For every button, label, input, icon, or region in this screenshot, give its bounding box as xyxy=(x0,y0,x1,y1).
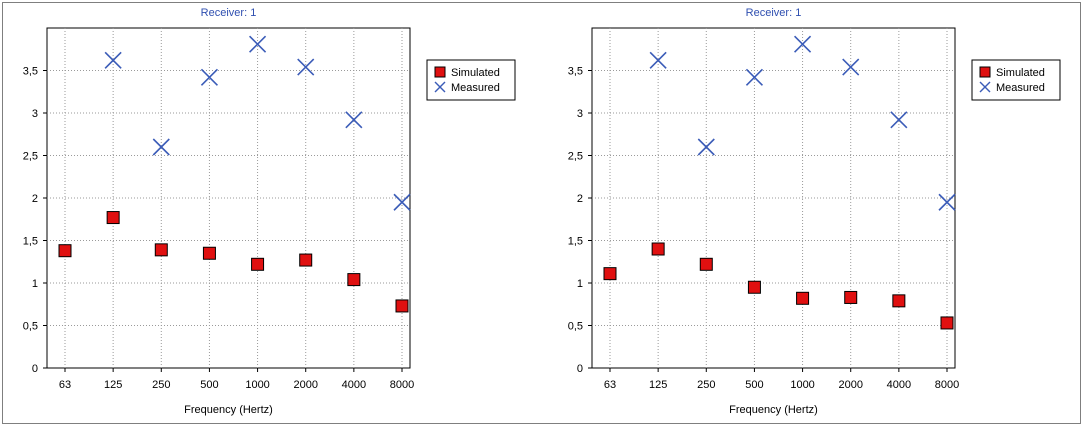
simulated-point xyxy=(154,243,168,257)
chart-title: Receiver: 1 xyxy=(746,7,802,19)
measured-point xyxy=(249,35,267,53)
simulated-point xyxy=(202,246,216,260)
x-tick-label: 4000 xyxy=(887,379,911,391)
simulated-point xyxy=(796,291,810,305)
x-tick-label: 1000 xyxy=(245,379,269,391)
x-tick-label: 250 xyxy=(697,379,715,391)
y-tick-label: 2 xyxy=(577,193,583,205)
y-tick-label: 0 xyxy=(32,363,38,375)
measured-point xyxy=(200,68,218,86)
measured-point xyxy=(794,35,812,53)
simulated-point xyxy=(106,211,120,225)
measured-point xyxy=(842,58,860,76)
x-tick-label: 8000 xyxy=(390,379,414,391)
simulated-point xyxy=(299,253,313,267)
legend-swatch-measured xyxy=(434,81,446,93)
simulated-point xyxy=(844,290,858,304)
y-tick-label: 0,5 xyxy=(23,321,38,333)
legend-box xyxy=(426,59,516,101)
measured-point xyxy=(890,111,908,129)
legend-swatch-simulated xyxy=(434,66,446,78)
y-tick-label: 0 xyxy=(577,363,583,375)
x-tick-label: 500 xyxy=(200,379,218,391)
x-tick-label: 1000 xyxy=(790,379,814,391)
x-tick-label: 63 xyxy=(604,379,616,391)
x-tick-label: 2000 xyxy=(838,379,862,391)
chart-right: Receiver: 1 0 0,5 1 1,5 2 2,5 3 3,5 63 125 250 500 10… xyxy=(568,7,1061,416)
simulated-point xyxy=(699,257,713,271)
y-tick-label: 0,5 xyxy=(568,321,583,333)
measured-point xyxy=(297,58,315,76)
y-tick-label: 2 xyxy=(32,193,38,205)
measured-point xyxy=(152,138,170,156)
legend-box xyxy=(971,59,1061,101)
legend-label: Simulated xyxy=(996,67,1045,79)
measured-point xyxy=(393,193,411,211)
x-tick-label: 125 xyxy=(104,379,122,391)
chart-left: Receiver: 1 0 0,5 1 1,5 2 2,5 3 3,5 63 125 250 500 10… xyxy=(23,7,516,416)
simulated-point xyxy=(603,267,617,281)
legend-swatch-simulated xyxy=(979,66,991,78)
simulated-point xyxy=(251,257,265,271)
measured-point xyxy=(104,51,122,69)
x-tick-label: 500 xyxy=(745,379,763,391)
y-tick-label: 3,5 xyxy=(568,66,583,78)
legend-label: Measured xyxy=(996,82,1045,94)
x-tick-label: 63 xyxy=(59,379,71,391)
x-axis-label: Frequency (Hertz) xyxy=(184,404,273,416)
measured-point xyxy=(697,138,715,156)
simulated-point xyxy=(747,280,761,294)
simulated-point xyxy=(892,294,906,308)
y-tick-label: 1 xyxy=(32,278,38,290)
x-axis-label: Frequency (Hertz) xyxy=(729,404,818,416)
measured-point xyxy=(345,111,363,129)
y-tick-label: 1,5 xyxy=(23,236,38,248)
legend-swatch-measured xyxy=(979,81,991,93)
y-tick-label: 2,5 xyxy=(568,151,583,163)
simulated-point xyxy=(347,273,361,287)
measured-point xyxy=(938,193,956,211)
x-tick-label: 8000 xyxy=(935,379,959,391)
y-tick-label: 3 xyxy=(577,108,583,120)
y-tick-label: 3,5 xyxy=(23,66,38,78)
simulated-point xyxy=(940,316,954,330)
x-tick-label: 4000 xyxy=(342,379,366,391)
simulated-point xyxy=(58,244,72,258)
x-tick-label: 250 xyxy=(152,379,170,391)
x-tick-label: 2000 xyxy=(293,379,317,391)
y-tick-label: 3 xyxy=(32,108,38,120)
y-tick-label: 1,5 xyxy=(568,236,583,248)
measured-point xyxy=(649,51,667,69)
y-tick-label: 2,5 xyxy=(23,151,38,163)
chart-title: Receiver: 1 xyxy=(201,7,257,19)
simulated-point xyxy=(395,299,409,313)
measured-point xyxy=(745,68,763,86)
y-tick-label: 1 xyxy=(577,278,583,290)
legend-label: Measured xyxy=(451,82,500,94)
x-tick-label: 125 xyxy=(649,379,667,391)
legend-label: Simulated xyxy=(451,67,500,79)
simulated-point xyxy=(651,242,665,256)
